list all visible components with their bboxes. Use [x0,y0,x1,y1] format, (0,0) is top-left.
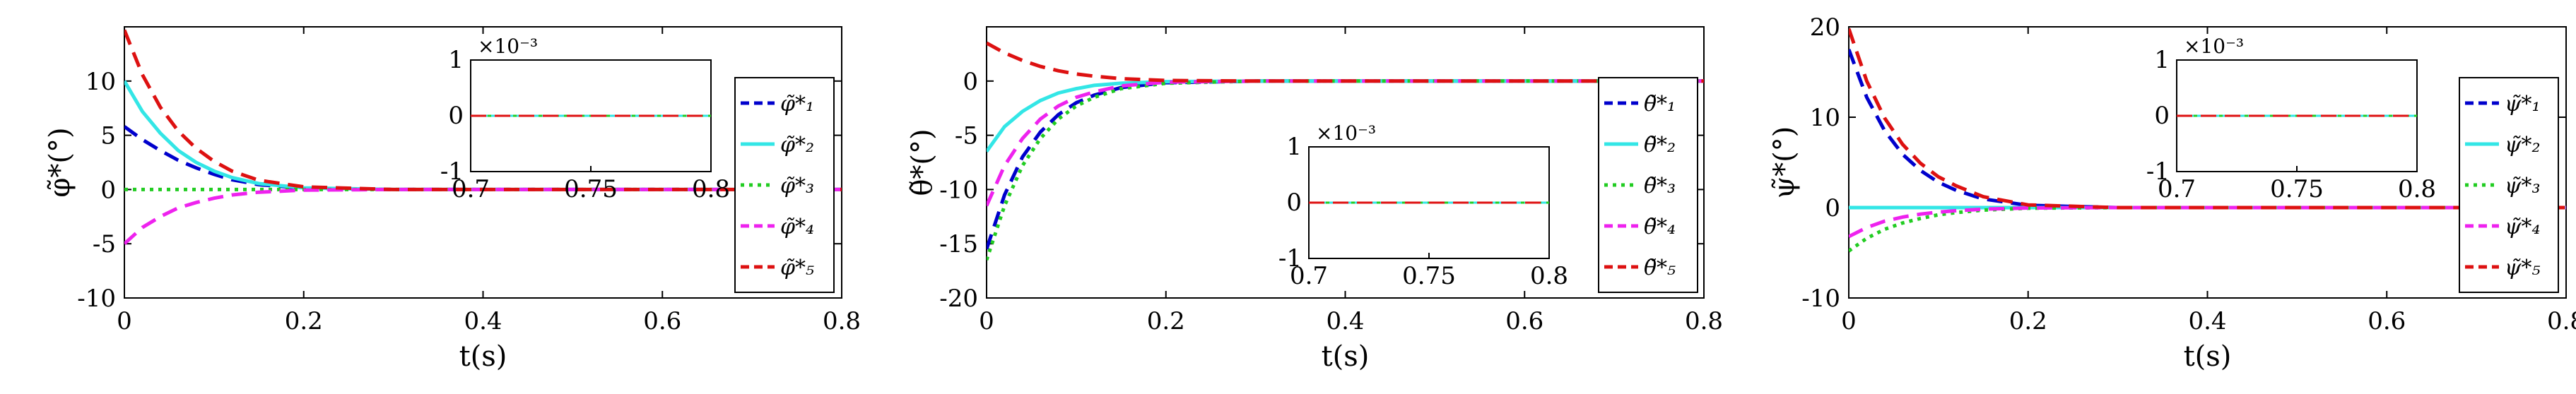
x-tick-label: 0.8 [2547,307,2576,335]
y-tick-label: 5 [100,122,116,150]
y-tick-label: -5 [93,230,116,258]
series-line-1 [1849,49,2566,210]
y-tick-label: -10 [77,285,116,313]
x-tick-label: 0 [979,307,994,335]
legend-label: φ̃*₁ [780,92,814,117]
x-axis-label: t(s) [2184,340,2232,373]
y-tick-label: -20 [939,285,978,313]
inset-x-tick-label: 0.8 [692,175,730,203]
inset-y-tick-label: -1 [2146,157,2170,186]
series-line-3 [1849,205,2566,253]
y-axis-label: θ̃*(°) [906,129,939,196]
legend-label: ψ̃*₄ [2505,215,2541,239]
inset-y-tick-label: 1 [2154,46,2170,74]
inset-x-tick-label: 0.8 [1530,262,1568,290]
inset-y-tick-label: 0 [448,102,464,130]
legend-label: φ̃*₄ [780,215,814,239]
inset-y-tick-label: 0 [2154,102,2170,130]
x-tick-label: 0.6 [643,307,681,335]
legend-label: ψ̃*₅ [2505,256,2541,280]
legend-label: φ̃*₃ [780,174,814,198]
chart-panel-2: 0 0.2 0.4 0.6 0.8-20-15-10-50t(s)θ̃*(°)0.7 0.… [906,26,1723,373]
x-tick-label: 0.6 [1505,307,1543,335]
x-tick-label: 0.4 [464,307,502,335]
inset-x-tick-label: 0.75 [564,175,618,203]
inset-x-tick-label: 0.8 [2398,175,2436,203]
legend-label: ψ̃*₂ [2505,133,2541,157]
legend-label: ψ̃*₁ [2505,92,2541,117]
x-tick-label: 0.2 [2009,307,2047,335]
y-tick-label: 0 [100,176,116,204]
inset-y-tick-label: 0 [1286,189,1302,217]
inset-exponent-label: ×10⁻³ [1316,121,1376,145]
inset-plot: 0.7 0.75 0.8 -1 0 1 ×10⁻³ [2146,35,2436,203]
x-tick-label: 0 [1841,307,1857,335]
chart-panel-3: 00.20.40.60.8-1001020t(s)ψ̃*(°)0.70.750.… [1768,13,2576,373]
legend-label: φ̃*₂ [780,133,814,157]
inset-y-tick-label: -1 [440,157,464,186]
x-tick-label: 0.2 [285,307,323,335]
y-axis-label: φ̃*(°) [44,127,76,197]
y-tick-label: 10 [86,68,116,96]
series-line-5 [987,41,1704,83]
legend-label: ψ̃*₃ [2505,174,2541,198]
inset-y-tick-label: -1 [1278,244,1302,273]
y-tick-label: -10 [1801,285,1840,313]
legend: θ̃*₁ θ̃*₂ θ̃*₃ θ̃*₄ θ̃*₅ [1598,77,1698,293]
x-tick-label: 0.4 [1326,307,1364,335]
series-line-5 [1849,28,2566,210]
inset-x-tick-label: 0.75 [1402,262,1456,290]
inset-exponent-label: ×10⁻³ [2184,35,2244,58]
series-line-5 [124,29,842,191]
y-tick-label: 10 [1810,104,1840,132]
x-tick-label: 0.4 [2188,307,2226,335]
y-tick-label: 0 [963,68,978,96]
y-tick-label: -15 [939,230,978,258]
x-tick-label: 0.6 [2368,307,2406,335]
y-axis-label: ψ̃*(°) [1768,126,1801,199]
legend-label: θ̃*₂ [1644,133,1676,157]
y-tick-label: -5 [955,122,978,150]
legend-label: θ̃*₁ [1644,92,1676,117]
series-line-4 [1849,205,2566,239]
series-line-4 [987,79,1704,207]
legend: ψ̃*₁ ψ̃*₂ ψ̃*₃ ψ̃*₄ ψ̃*₅ [2459,77,2559,293]
y-tick-label: 0 [1825,194,1840,222]
inset-x-tick-label: 0.7 [1290,262,1328,290]
legend: φ̃*₁ φ̃*₂ φ̃*₃ φ̃*₄ φ̃*₅ [734,77,835,293]
series-line-4 [124,187,842,246]
inset-x-tick-label: 0.7 [2158,175,2196,203]
x-axis-label: t(s) [459,340,507,373]
x-tick-label: 0 [117,307,132,335]
legend-label: θ̃*₄ [1644,215,1676,239]
inset-exponent-label: ×10⁻³ [478,35,538,58]
x-tick-label: 0.2 [1147,307,1185,335]
legend-label: θ̃*₅ [1644,256,1676,280]
inset-y-tick-label: 1 [1286,133,1302,161]
x-axis-label: t(s) [1322,340,1370,373]
inset-x-tick-label: 0.75 [2270,175,2324,203]
inset-x-tick-label: 0.7 [452,175,490,203]
inset-plot: 0.7 0.75 0.8 -1 0 1 ×10⁻³ [1278,121,1568,290]
inset-y-tick-label: 1 [448,46,464,74]
legend-label: θ̃*₃ [1644,174,1676,198]
y-tick-label: -10 [939,176,978,204]
y-tick-label: 20 [1810,13,1840,42]
legend-label: φ̃*₅ [780,256,814,280]
x-tick-label: 0.8 [1685,307,1723,335]
inset-plot: 0.7 0.75 0.8 -1 0 1 ×10⁻³ [440,35,730,203]
x-tick-label: 0.8 [823,307,861,335]
